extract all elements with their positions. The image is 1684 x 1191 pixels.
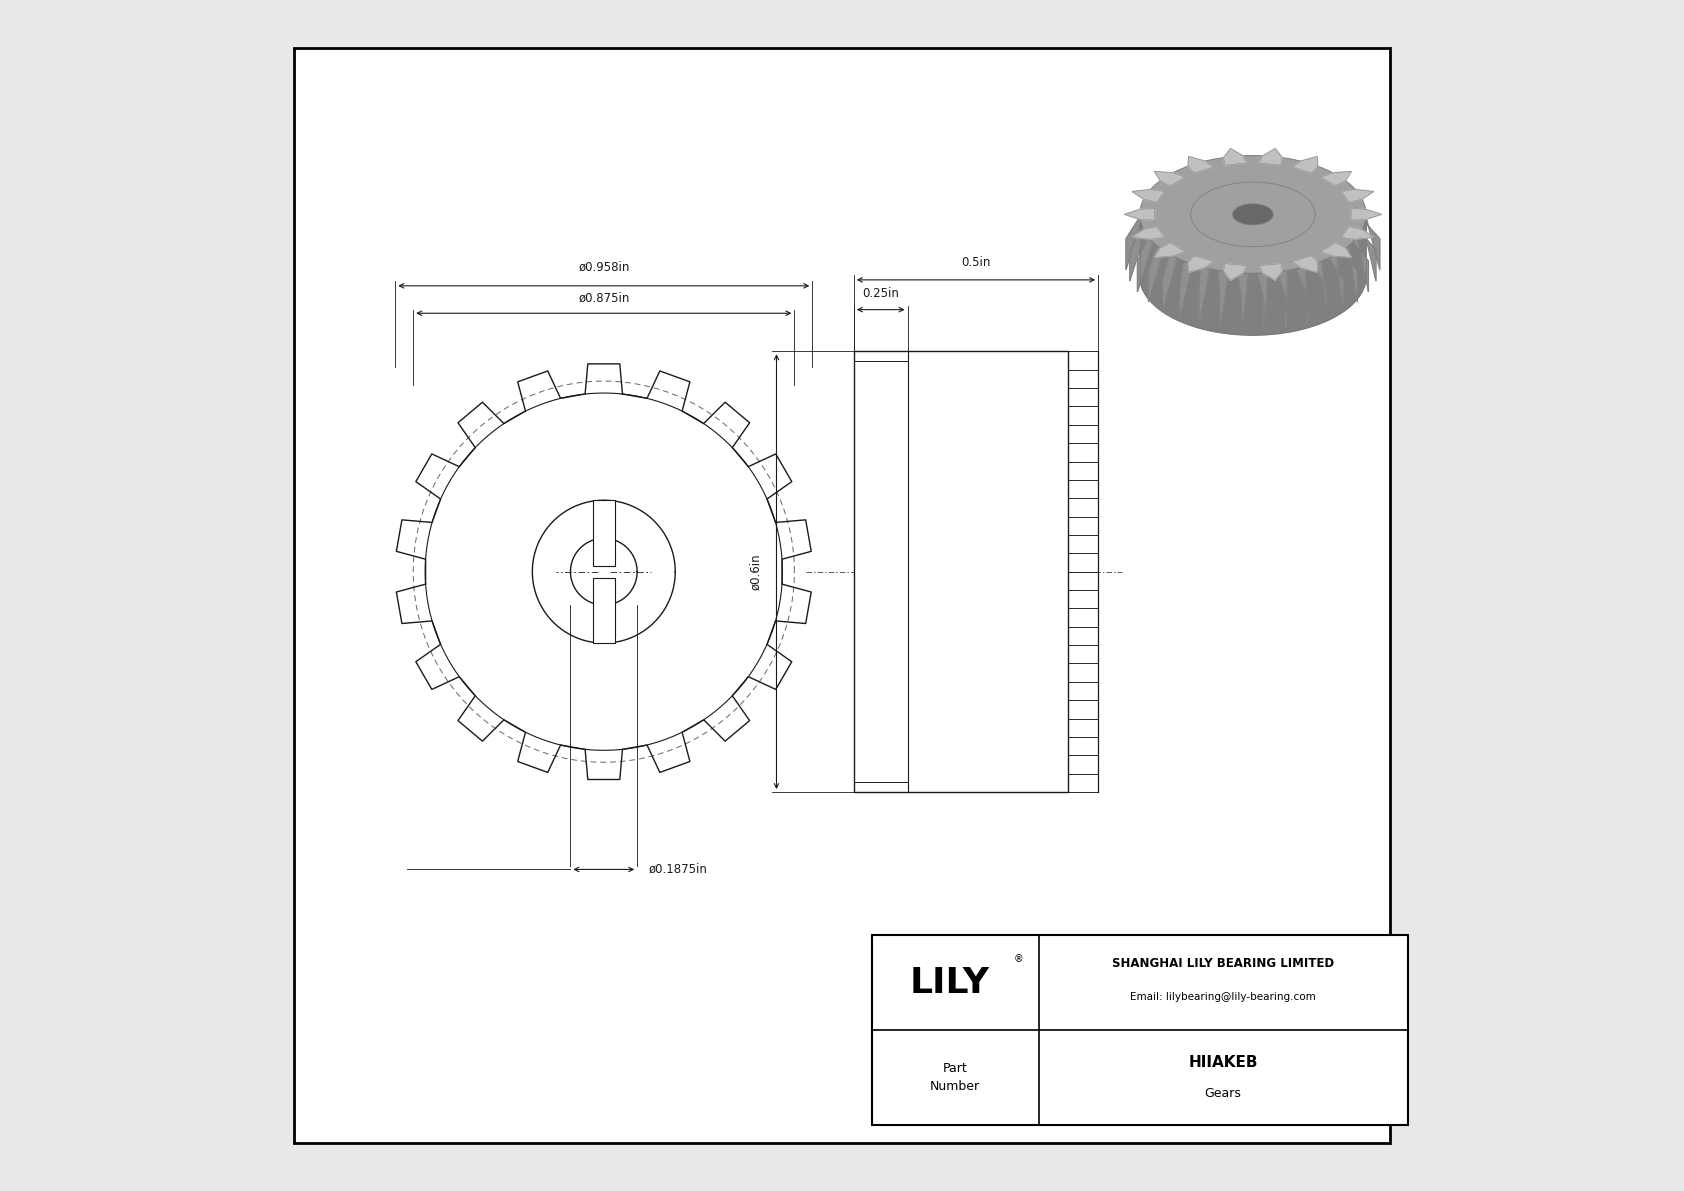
Polygon shape bbox=[1260, 149, 1282, 166]
Polygon shape bbox=[1187, 256, 1214, 273]
Polygon shape bbox=[1132, 189, 1164, 202]
Polygon shape bbox=[1224, 263, 1246, 280]
Text: ø0.875in: ø0.875in bbox=[578, 292, 630, 305]
Polygon shape bbox=[1295, 267, 1307, 324]
Polygon shape bbox=[1154, 243, 1186, 257]
Polygon shape bbox=[1162, 254, 1177, 311]
Polygon shape bbox=[1219, 270, 1229, 328]
Polygon shape bbox=[1342, 189, 1374, 202]
Polygon shape bbox=[1224, 149, 1246, 166]
Bar bbox=[593, 500, 615, 566]
Text: ø0.6in: ø0.6in bbox=[749, 554, 763, 590]
Text: Gears: Gears bbox=[1204, 1087, 1241, 1099]
Polygon shape bbox=[1342, 226, 1374, 239]
Ellipse shape bbox=[1140, 156, 1366, 273]
Polygon shape bbox=[1292, 256, 1319, 273]
Polygon shape bbox=[1292, 156, 1319, 173]
Text: ®: ® bbox=[1014, 954, 1024, 964]
Polygon shape bbox=[1366, 217, 1379, 269]
Polygon shape bbox=[1260, 263, 1282, 280]
Text: ø0.1875in: ø0.1875in bbox=[648, 863, 707, 875]
Text: SHANGHAI LILY BEARING LIMITED: SHANGHAI LILY BEARING LIMITED bbox=[1111, 958, 1334, 969]
Text: ø0.958in: ø0.958in bbox=[578, 261, 630, 274]
Polygon shape bbox=[1180, 261, 1192, 318]
Polygon shape bbox=[1361, 227, 1376, 281]
Bar bbox=[593, 578, 615, 643]
Polygon shape bbox=[1137, 237, 1154, 292]
Polygon shape bbox=[396, 364, 812, 779]
Polygon shape bbox=[1154, 172, 1186, 186]
Text: 0.5in: 0.5in bbox=[962, 256, 990, 269]
Text: HIIAKEB: HIIAKEB bbox=[1189, 1055, 1258, 1070]
Polygon shape bbox=[1314, 261, 1325, 318]
Text: LILY: LILY bbox=[909, 966, 989, 999]
Polygon shape bbox=[1238, 273, 1248, 330]
Text: Email: lilybearing@lily-bearing.com: Email: lilybearing@lily-bearing.com bbox=[1130, 992, 1315, 1002]
Text: 0.25in: 0.25in bbox=[862, 287, 899, 300]
Polygon shape bbox=[1276, 270, 1287, 328]
Polygon shape bbox=[1125, 208, 1155, 220]
Polygon shape bbox=[1351, 208, 1381, 220]
Polygon shape bbox=[1148, 245, 1164, 303]
Polygon shape bbox=[1258, 273, 1268, 330]
Polygon shape bbox=[1132, 226, 1164, 239]
Polygon shape bbox=[1130, 227, 1145, 281]
Polygon shape bbox=[1199, 267, 1211, 324]
Polygon shape bbox=[1187, 156, 1214, 173]
Polygon shape bbox=[1342, 245, 1357, 303]
Polygon shape bbox=[1127, 217, 1140, 269]
Polygon shape bbox=[1352, 237, 1369, 292]
Bar bbox=[854, 351, 1068, 792]
Ellipse shape bbox=[1191, 182, 1315, 247]
Polygon shape bbox=[1140, 214, 1366, 335]
Ellipse shape bbox=[1233, 204, 1273, 225]
Polygon shape bbox=[1320, 243, 1352, 257]
Text: Part
Number: Part Number bbox=[930, 1062, 980, 1093]
Bar bbox=[872, 935, 1408, 1125]
Polygon shape bbox=[1329, 254, 1344, 311]
Polygon shape bbox=[1320, 172, 1352, 186]
